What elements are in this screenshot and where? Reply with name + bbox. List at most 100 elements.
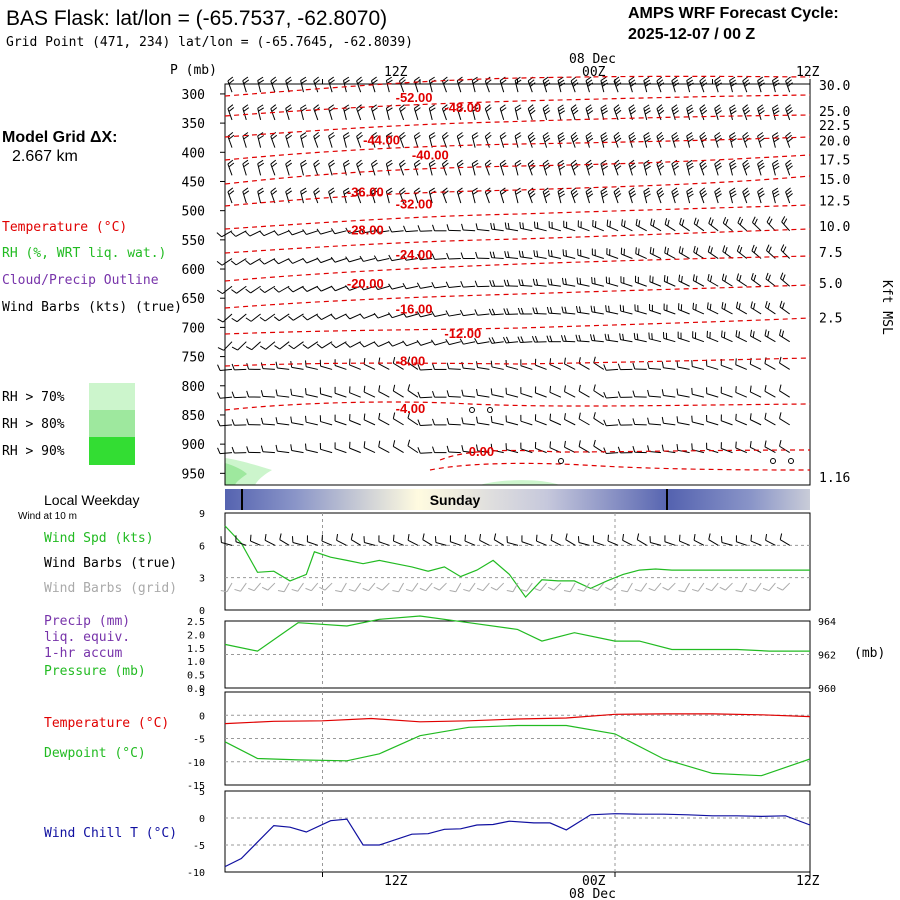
- profile-wind-barb-feather: [621, 219, 623, 226]
- profile-wind-barb: [735, 392, 747, 398]
- profile-wind-barb-feather: [772, 76, 779, 81]
- profile-wind-barb-feather: [399, 104, 405, 110]
- wind-barb-grid: [354, 582, 362, 592]
- profile-wind-barb-feather: [661, 361, 664, 368]
- profile-wind-barb-feather: [757, 159, 764, 165]
- profile-wind-barb-feather: [357, 162, 363, 168]
- wind-barb-grid-feather: [678, 589, 685, 593]
- profile-wind-barb-feather: [343, 79, 350, 84]
- profile-wind-barb-feather: [475, 223, 478, 230]
- profile-wind-barb-feather: [644, 110, 651, 115]
- profile-wind-barb: [321, 313, 333, 321]
- profile-wind-barb-feather: [270, 187, 277, 193]
- wind-barb-grid: [626, 582, 633, 592]
- profile-wind-barb-feather: [228, 190, 235, 196]
- bottom-time-label-3: 12Z: [796, 874, 820, 889]
- height-tick-label: 5.0: [819, 277, 842, 292]
- profile-wind-barb: [305, 421, 318, 426]
- profile-wind-barb: [484, 191, 490, 204]
- profile-wind-barb-feather: [701, 109, 708, 115]
- profile-wind-barb-feather: [300, 132, 307, 137]
- cloud-marker: [487, 407, 493, 413]
- profile-wind-barb-feather: [343, 135, 350, 140]
- profile-wind-barb-feather: [507, 251, 510, 258]
- profile-wind-barb: [664, 224, 676, 232]
- profile-wind-barb-feather: [371, 104, 377, 109]
- profile-wind-barb: [471, 80, 476, 93]
- profile-wind-barb-feather: [529, 82, 536, 87]
- profile-wind-barb-feather: [359, 255, 364, 262]
- profile-wind-barb-feather: [490, 222, 493, 230]
- profile-wind-barb-feather: [345, 313, 351, 320]
- profile-wind-barb: [463, 367, 476, 370]
- profile-wind-barb-feather: [459, 338, 464, 345]
- profile-wind-barb-feather: [374, 226, 378, 233]
- profile-wind-barb-feather: [593, 306, 596, 313]
- profile-wind-barb-feather: [273, 230, 279, 236]
- profile-wind-barb: [349, 392, 361, 398]
- profile-wind-barb-feather: [400, 107, 406, 112]
- profile-wind-barb-feather: [243, 107, 250, 112]
- profile-wind-barb-feather: [722, 245, 726, 252]
- profile-wind-barb-feather: [243, 134, 250, 140]
- profile-wind-barb-feather: [474, 337, 479, 345]
- profile-wind-barb: [277, 450, 290, 454]
- profile-wind-barb: [278, 258, 290, 265]
- profile-wind-barb-feather: [442, 104, 448, 110]
- wind-barb-grid: [411, 582, 419, 592]
- profile-wind-barb-feather: [602, 82, 608, 87]
- profile-y2label: Kft MSL: [879, 280, 894, 335]
- profile-wind-barb-feather: [414, 162, 421, 168]
- wind-barb-grid: [754, 582, 762, 592]
- profile-wind-barb-feather: [671, 132, 678, 137]
- wind-barb-true: [607, 540, 619, 546]
- profile-wind-barb: [534, 255, 547, 260]
- profile-wind-barb-feather: [417, 225, 421, 232]
- pressure-tick-label: 800: [182, 380, 205, 395]
- profile-wind-barb: [686, 108, 691, 121]
- profile-wind-barb: [750, 419, 762, 426]
- profile-wind-barb: [477, 450, 490, 454]
- profile-wind-barb-feather: [499, 187, 506, 193]
- profile-wind-barb: [223, 341, 233, 351]
- profile-wind-barb-feather: [286, 190, 293, 195]
- profile-wind-barb: [456, 108, 462, 121]
- profile-wind-barb-feather: [287, 229, 293, 236]
- profile-wind-barb-feather: [753, 246, 757, 253]
- profile-wind-barb-feather: [216, 260, 223, 266]
- profile-wind-barb: [420, 396, 433, 399]
- profile-wind-barb-feather: [764, 385, 767, 392]
- profile-wind-barb-feather: [542, 159, 549, 165]
- profile-wind-barb: [664, 280, 676, 287]
- temperature-contour: [224, 255, 811, 282]
- profile-wind-barb: [293, 341, 304, 350]
- profile-wind-barb-feather: [520, 336, 524, 343]
- profile-wind-barb: [237, 341, 247, 351]
- profile-wind-barb: [563, 312, 576, 315]
- profile-wind-barb: [242, 136, 247, 148]
- profile-wind-barb: [692, 366, 705, 370]
- profile-wind-barb-feather: [533, 250, 536, 257]
- profile-wind-barb-feather: [743, 162, 749, 168]
- profile-wind-barb: [334, 448, 347, 454]
- profile-wind-barb: [514, 108, 519, 121]
- profile-wind-barb-feather: [629, 134, 636, 140]
- profile-wind-barb-feather: [517, 307, 521, 315]
- profile-wind-barb-feather: [750, 329, 753, 337]
- profile-wind-barb: [385, 108, 390, 121]
- profile-wind-barb-feather: [587, 82, 594, 87]
- wind-barb-grid-feather: [506, 589, 514, 593]
- profile-wind-barb: [649, 309, 662, 315]
- profile-wind-barb-feather: [743, 190, 749, 196]
- wind-barb-true-feather: [279, 533, 282, 540]
- profile-wind-barb: [242, 163, 247, 176]
- profile-wind-barb-feather: [633, 332, 636, 340]
- wind-barb-grid: [297, 582, 304, 592]
- profile-wind-barb-feather: [286, 162, 293, 168]
- profile-wind-barb-feather: [305, 443, 307, 450]
- profile-wind-barb-feather: [287, 258, 293, 264]
- profile-wind-barb-feather: [459, 309, 464, 316]
- profile-wind-barb-feather: [570, 104, 577, 110]
- profile-wind-barb-feather: [246, 363, 250, 370]
- profile-wind-barb-feather: [630, 137, 637, 143]
